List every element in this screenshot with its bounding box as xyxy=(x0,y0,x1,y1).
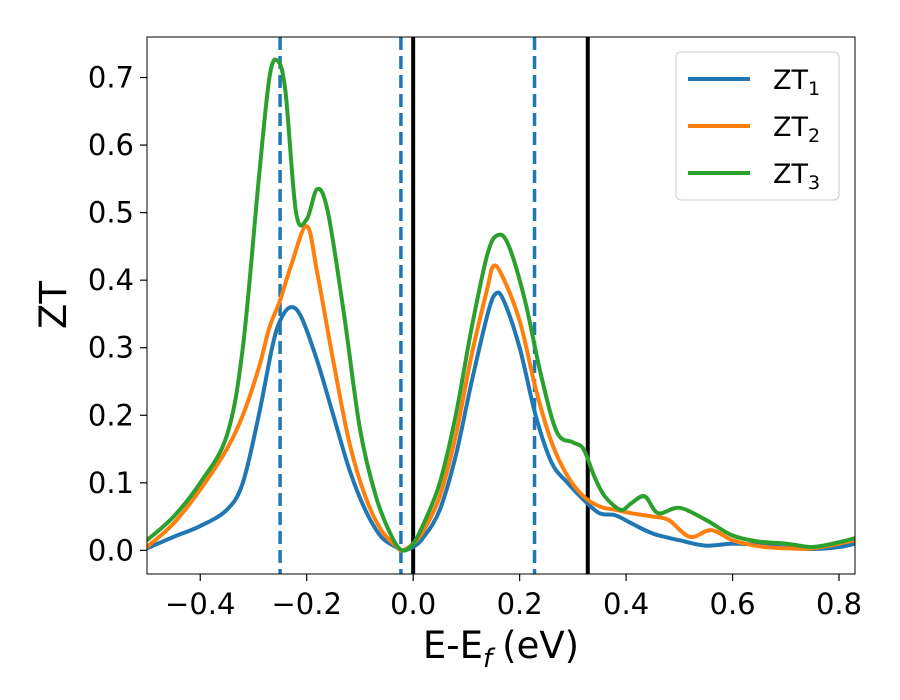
y-tick-label: 0.2 xyxy=(88,398,134,432)
x-tick-label: 0.2 xyxy=(497,587,543,621)
legend-box xyxy=(675,51,840,201)
y-tick-label: 0.5 xyxy=(88,196,134,230)
x-tick-label: −0.4 xyxy=(165,587,235,621)
y-tick-label: 0.7 xyxy=(88,61,134,95)
y-tick-label: 0.0 xyxy=(88,533,134,567)
x-axis-ticks: −0.4 −0.2 0.0 0.2 0.4 0.6 0.8 xyxy=(165,574,862,621)
legend-label-subscript: 1 xyxy=(808,78,820,100)
x-axis-label-subscript: f xyxy=(483,644,496,674)
series-line-zt2 xyxy=(147,224,855,553)
legend-label-zt2: ZT2 xyxy=(773,112,820,147)
y-tick-label: 0.4 xyxy=(88,263,134,297)
legend-label-main: ZT xyxy=(773,65,808,96)
y-tick-label: 0.1 xyxy=(88,466,134,500)
x-axis-label-main: E-E xyxy=(423,624,483,667)
series-line-zt3 xyxy=(147,57,855,553)
x-tick-label: 0.0 xyxy=(390,587,436,621)
x-tick-label: 0.8 xyxy=(816,587,862,621)
legend-label-subscript: 2 xyxy=(808,125,820,147)
x-tick-label: 0.4 xyxy=(603,587,649,621)
y-axis-label: ZT xyxy=(32,281,75,329)
x-axis-label: E-Ef (eV) xyxy=(423,624,579,674)
series-lines xyxy=(147,57,855,553)
legend-label-main: ZT xyxy=(773,159,808,190)
legend-label-zt3: ZT3 xyxy=(773,159,820,194)
series-line-zt1 xyxy=(147,290,855,553)
x-axis-label-unit: (eV) xyxy=(502,624,579,667)
plot-frame xyxy=(146,36,856,575)
x-tick-label: 0.6 xyxy=(710,587,756,621)
legend-label-main: ZT xyxy=(773,112,808,143)
legend-label-subscript: 3 xyxy=(808,172,820,194)
legend-label-zt1: ZT1 xyxy=(773,65,820,100)
y-tick-label: 0.3 xyxy=(88,331,134,365)
y-axis-ticks: 0.0 0.1 0.2 0.3 0.4 0.5 0.6 0.7 xyxy=(88,61,147,567)
x-tick-label: −0.2 xyxy=(271,587,341,621)
y-tick-label: 0.6 xyxy=(88,128,134,162)
